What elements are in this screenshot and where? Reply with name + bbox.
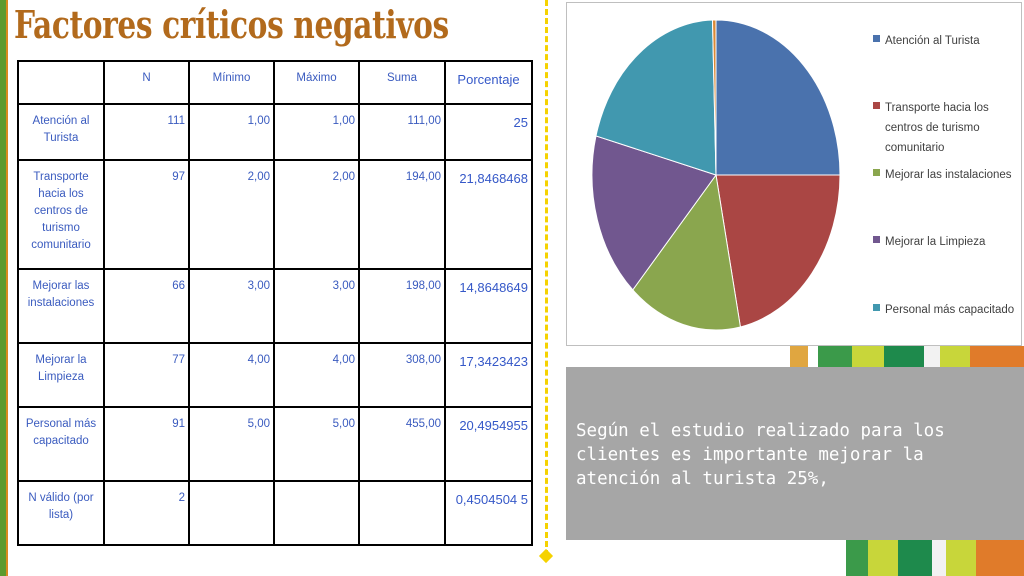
legend-label: Mejorar la Limpieza [885, 236, 986, 248]
left-accent-bar [0, 0, 6, 576]
table-header-cell: Suma [358, 60, 446, 105]
pie-chart: Atención al Turista Transporte hacia los… [566, 2, 1022, 346]
decorative-stripes-bottom [846, 540, 1024, 576]
cell-n: 2 [103, 480, 190, 546]
cell-max: 2,00 [273, 159, 360, 270]
legend-label: Personal más capacitado [885, 304, 1015, 316]
table-header-cell: Porcentaje [444, 60, 533, 105]
row-label: Mejorar la Limpieza [17, 342, 105, 408]
table-row: Atención al Turista 111 1,00 1,00 111,00… [17, 103, 533, 161]
cell-min: 2,00 [188, 159, 275, 270]
cell-sum: 455,00 [358, 406, 446, 482]
table-row: Transporte hacia los centros de turismo … [17, 159, 533, 270]
cell-n: 91 [103, 406, 190, 482]
pie-slice [715, 174, 841, 328]
legend-swatch [873, 35, 880, 42]
cell-percent: 21,8468468 [444, 159, 533, 270]
legend-swatch [873, 169, 880, 176]
row-label: N válido (por lista) [17, 480, 105, 546]
legend-label: Mejorar las instalaciones [885, 169, 1012, 181]
summary-text: Según el estudio realizado para los clie… [576, 421, 945, 489]
cell-min: 1,00 [188, 103, 275, 161]
cell-max: 3,00 [273, 268, 360, 344]
cell-min: 3,00 [188, 268, 275, 344]
pie-slice [711, 19, 717, 176]
cell-sum: 194,00 [358, 159, 446, 270]
table-header-cell: Máximo [273, 60, 360, 105]
legend-item: Mejorar las instalaciones [873, 165, 1023, 185]
cell-sum: 198,00 [358, 268, 446, 344]
table-row: N válido (por lista) 2 0,4504504 5 [17, 480, 533, 546]
legend-item: Personal más capacitado [873, 300, 1023, 320]
legend-swatch [873, 236, 880, 243]
legend-swatch [873, 102, 880, 109]
cell-percent: 17,3423423 [444, 342, 533, 408]
pie-slice [595, 19, 717, 176]
cell-min: 4,00 [188, 342, 275, 408]
table-header-cell: N [103, 60, 190, 105]
cell-sum [358, 480, 446, 546]
cell-max: 4,00 [273, 342, 360, 408]
legend-item: Mejorar la Limpieza [873, 232, 1023, 252]
left-accent-stripe [6, 0, 8, 576]
slide-title: Factores críticos negativos [14, 2, 449, 47]
pie-slice [591, 135, 717, 291]
table-row: Personal más capacitado 91 5,00 5,00 455… [17, 406, 533, 482]
table-header-row: N Mínimo Máximo Suma Porcentaje [17, 60, 533, 105]
cell-n: 97 [103, 159, 190, 270]
cell-percent: 25 [444, 103, 533, 161]
cell-max [273, 480, 360, 546]
cell-max: 5,00 [273, 406, 360, 482]
cell-min [188, 480, 275, 546]
legend-label: Atención al Turista [885, 35, 980, 47]
row-label: Mejorar las instalaciones [17, 268, 105, 344]
cell-n: 77 [103, 342, 190, 408]
cell-percent: 14,8648649 [444, 268, 533, 344]
legend-item: Transporte hacia los centros de turismo … [873, 98, 1023, 158]
row-label: Atención al Turista [17, 103, 105, 161]
table-row: Mejorar las instalaciones 66 3,00 3,00 1… [17, 268, 533, 344]
dashed-divider [545, 0, 548, 556]
row-label: Personal más capacitado [17, 406, 105, 482]
pie-slice [715, 19, 841, 176]
table-header-cell: Mínimo [188, 60, 275, 105]
pie-chart-canvas [591, 19, 841, 331]
table-row: Mejorar la Limpieza 77 4,00 4,00 308,00 … [17, 342, 533, 408]
decorative-stripes-top [790, 346, 1024, 367]
legend-item: Atención al Turista [873, 31, 1023, 51]
cell-min: 5,00 [188, 406, 275, 482]
divider-diamond [538, 548, 554, 564]
cell-sum: 111,00 [358, 103, 446, 161]
cell-n: 111 [103, 103, 190, 161]
row-label: Transporte hacia los centros de turismo … [17, 159, 105, 270]
summary-box: Según el estudio realizado para los clie… [566, 367, 1024, 540]
cell-max: 1,00 [273, 103, 360, 161]
legend-swatch [873, 304, 880, 311]
cell-percent: 0,4504504 5 [444, 480, 533, 546]
legend-label: Transporte hacia los centros de turismo … [885, 102, 989, 154]
table-header-cell [17, 60, 105, 105]
cell-n: 66 [103, 268, 190, 344]
pie-slice [632, 173, 741, 331]
cell-sum: 308,00 [358, 342, 446, 408]
cell-percent: 20,4954955 [444, 406, 533, 482]
stats-table: N Mínimo Máximo Suma Porcentaje Atención… [17, 60, 533, 546]
